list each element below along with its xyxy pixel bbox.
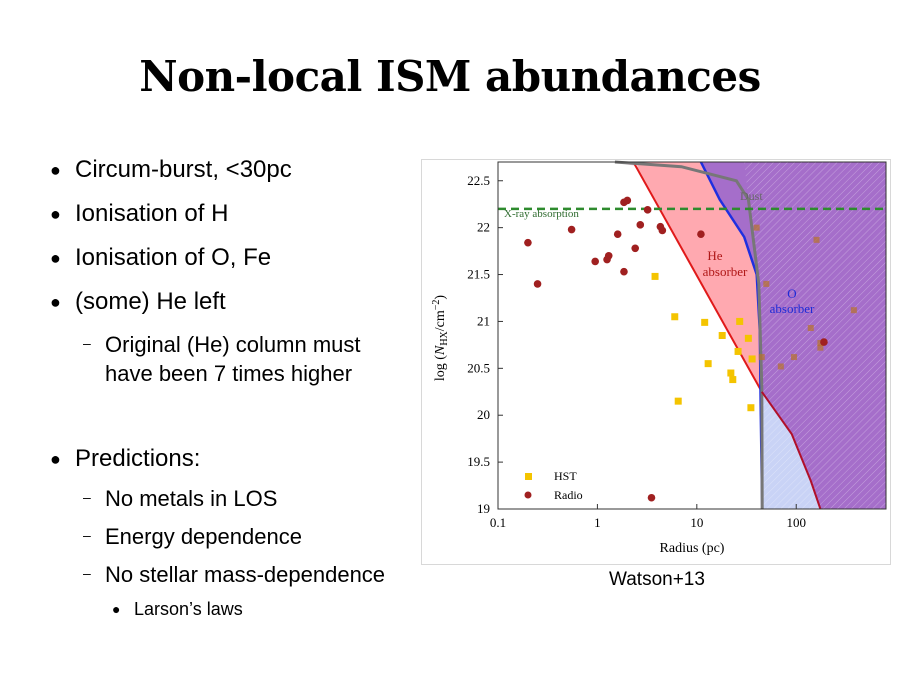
sub-bullet-text: have been 7 times higher bbox=[105, 361, 353, 386]
x-axis-label: Radius (pc) bbox=[660, 541, 725, 556]
background-point bbox=[817, 344, 824, 351]
background-point bbox=[850, 307, 857, 314]
radio-point bbox=[820, 338, 828, 346]
background-point bbox=[758, 354, 765, 361]
bullet-dot-icon: ● bbox=[50, 160, 61, 180]
bullet-text: (some) He left bbox=[75, 288, 226, 315]
x-tick-label: 10 bbox=[690, 515, 703, 530]
y-tick-label: 21.5 bbox=[467, 267, 490, 282]
sub-bullet-text: No metals in LOS bbox=[105, 486, 278, 511]
hst-point bbox=[734, 347, 742, 355]
bullet-dot-icon: ● bbox=[50, 292, 61, 312]
dash-icon: – bbox=[83, 335, 91, 351]
radio-point bbox=[623, 196, 632, 205]
xray-annotation: X-ray absorption bbox=[504, 208, 579, 220]
bullet-text: Ionisation of O, Fe bbox=[75, 244, 272, 271]
radio-point bbox=[643, 206, 652, 214]
x-tick-label: 100 bbox=[786, 515, 806, 530]
background-point bbox=[813, 236, 820, 243]
x-tick-label: 0.1 bbox=[490, 515, 506, 530]
axis-ticks: 19 19.5 20 20.5 21 21.5 22 22.5 0.1 1 10 100 bbox=[467, 173, 806, 530]
radio-point bbox=[658, 226, 667, 235]
he-lower-boundary-line bbox=[760, 391, 822, 509]
hst-point bbox=[671, 313, 679, 321]
legend-radio-label: Radio bbox=[554, 488, 583, 502]
radio-point bbox=[647, 493, 656, 502]
nh-radius-chart: 19 19.5 20 20.5 21 21.5 22 22.5 0.1 1 10 100 X-ray … bbox=[431, 160, 887, 556]
y-axis-label: log (NHX/cm−2) bbox=[431, 295, 450, 382]
dash-icon: – bbox=[83, 489, 91, 505]
hst-point bbox=[729, 376, 737, 384]
y-tick-label: 20.5 bbox=[467, 360, 490, 375]
hatch-overlay bbox=[744, 162, 886, 509]
he-annotation-2: absorber bbox=[703, 264, 748, 279]
hst-point bbox=[718, 332, 726, 339]
slide-title: Non-local ISM abundances bbox=[139, 52, 761, 101]
radio-point bbox=[524, 238, 532, 247]
y-tick-label: 22.5 bbox=[467, 173, 490, 188]
background-point bbox=[807, 324, 814, 331]
radio-point bbox=[636, 221, 645, 229]
o-annotation-2: absorber bbox=[770, 301, 815, 316]
bullet-text: Predictions: bbox=[75, 445, 201, 472]
background-point bbox=[791, 354, 798, 361]
y-tick-label: 20 bbox=[477, 407, 490, 422]
hst-point bbox=[727, 369, 735, 377]
figure-caption: Watson+13 bbox=[609, 569, 705, 590]
legend-hst-marker bbox=[525, 473, 532, 480]
o-annotation: O bbox=[787, 286, 796, 301]
hst-point bbox=[674, 397, 682, 405]
radio-point bbox=[591, 257, 599, 266]
radio-point bbox=[631, 244, 640, 253]
bullet-text: Ionisation of H bbox=[75, 200, 229, 227]
plot-frame bbox=[497, 161, 887, 510]
bullet-dot-icon: ● bbox=[50, 449, 61, 469]
y-tick-label: 19.5 bbox=[467, 454, 490, 469]
hst-point bbox=[744, 334, 752, 342]
sub-bullet-text: No stellar mass-dependence bbox=[105, 562, 386, 587]
radio-point bbox=[567, 225, 576, 234]
y-tick-label: 19 bbox=[477, 501, 490, 516]
hst-point bbox=[747, 404, 755, 412]
radio-point bbox=[697, 230, 705, 239]
background-point bbox=[777, 363, 784, 370]
hst-point bbox=[736, 317, 744, 325]
hst-point bbox=[701, 318, 709, 326]
bullet-dot-icon: ● bbox=[50, 248, 61, 268]
he-annotation: He bbox=[707, 248, 722, 263]
radio-point bbox=[604, 251, 613, 260]
dust-annotation: Dust bbox=[740, 189, 763, 203]
x-tick-label: 1 bbox=[594, 515, 601, 530]
figure-panel: 19 19.5 20 20.5 21 21.5 22 22.5 0.1 1 10 100 X-ray … bbox=[421, 159, 891, 565]
legend-radio-marker bbox=[524, 491, 532, 499]
sub-sub-bullet-text: Larson’s laws bbox=[134, 599, 243, 619]
radio-point bbox=[620, 267, 628, 276]
bullet-dot-icon: ● bbox=[50, 204, 61, 224]
y-tick-label: 22 bbox=[477, 220, 490, 235]
hst-point bbox=[704, 360, 712, 368]
background-point bbox=[763, 280, 770, 287]
hst-point bbox=[748, 355, 756, 363]
hst-point bbox=[651, 272, 659, 280]
bullet-dot-icon: ● bbox=[112, 601, 121, 617]
radio-point bbox=[533, 280, 542, 288]
bullet-text: Circum-burst, <30pc bbox=[75, 156, 292, 183]
y-tick-label: 21 bbox=[477, 313, 490, 328]
radio-point bbox=[613, 230, 622, 239]
dash-icon: – bbox=[83, 527, 91, 543]
dust-boundary-line bbox=[614, 160, 764, 509]
data-points bbox=[524, 196, 828, 502]
legend-hst-label: HST bbox=[554, 469, 577, 483]
dash-icon: – bbox=[83, 565, 91, 581]
sub-bullet-text: Energy dependence bbox=[105, 524, 302, 549]
sub-bullet-text: Original (He) column must bbox=[105, 332, 361, 357]
background-point bbox=[753, 224, 760, 231]
